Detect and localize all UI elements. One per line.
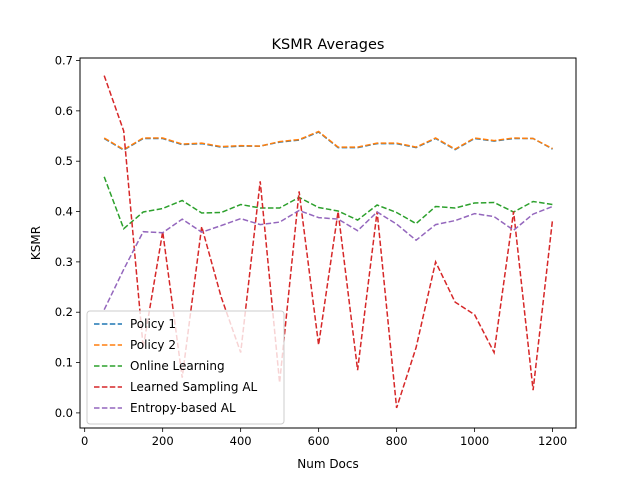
series-line-policy-2 (103, 130, 553, 151)
plot-frame (79, 57, 577, 429)
y-tick-label: 0.6 (55, 104, 73, 118)
y-tick-label: 0.0 (55, 406, 73, 420)
chart-title: KSMR Averages (271, 37, 384, 53)
legend-label: Entropy-based AL (130, 401, 236, 415)
series-line-online-learning (103, 176, 553, 230)
x-axis-label: Num Docs (297, 457, 359, 471)
legend-label: Learned Sampling AL (130, 380, 258, 394)
y-axis-label: KSMR (29, 226, 43, 260)
legend: Policy 1 Policy 2 Online Learning Learned S… (86, 310, 285, 425)
y-tick-label: 0.5 (55, 154, 73, 168)
y-tick-label: 0.3 (55, 255, 73, 269)
legend-label: Policy 1 (130, 317, 176, 331)
x-tick-label: 0 (81, 434, 88, 448)
y-axis: 0.0 0.1 0.2 0.3 0.4 0.5 0.6 0.7 (55, 54, 80, 420)
series-line-entropy-based-al (103, 205, 553, 311)
x-tick-label: 1000 (460, 434, 489, 448)
x-tick-label: 800 (386, 434, 408, 448)
legend-box (86, 310, 285, 425)
legend-label: Online Learning (130, 359, 225, 373)
y-tick-label: 0.7 (55, 54, 73, 68)
x-tick-label: 200 (152, 434, 174, 448)
x-tick-label: 600 (308, 434, 330, 448)
legend-label: Policy 2 (130, 338, 176, 352)
y-tick-label: 0.2 (55, 305, 73, 319)
x-axis: 0 200 400 600 800 1000 1200 (81, 428, 567, 448)
x-tick-label: 400 (230, 434, 252, 448)
x-tick-label: 1200 (538, 434, 567, 448)
y-tick-label: 0.1 (55, 356, 73, 370)
y-tick-label: 0.4 (55, 205, 73, 219)
